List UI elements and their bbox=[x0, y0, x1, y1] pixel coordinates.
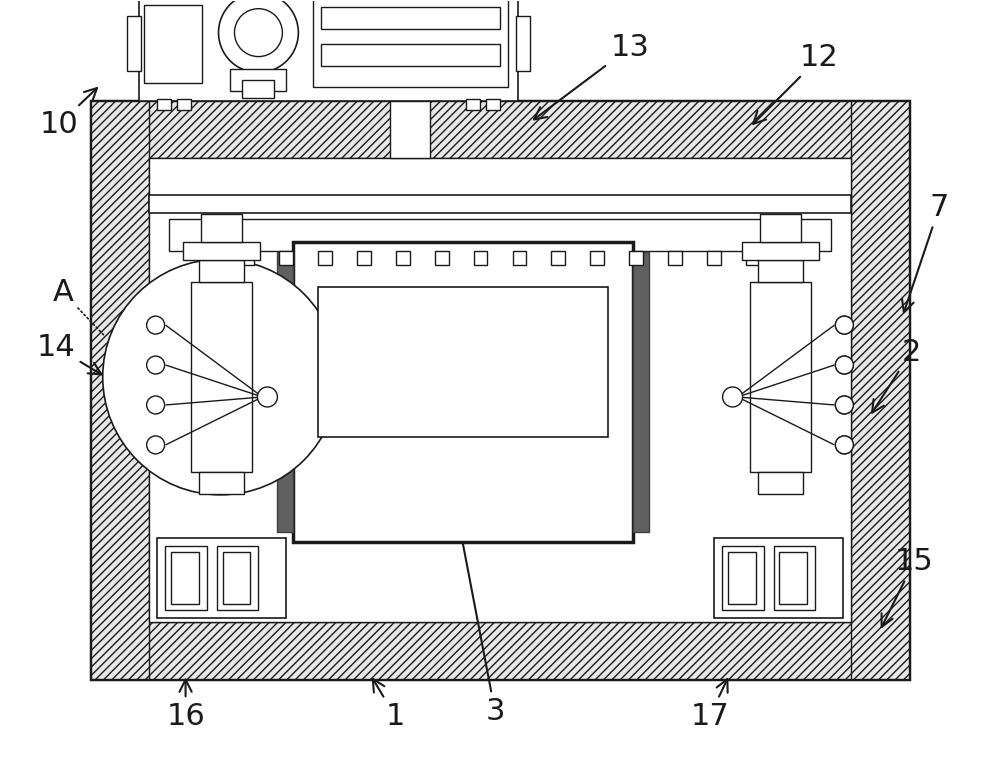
Circle shape bbox=[147, 356, 165, 374]
Text: 11: 11 bbox=[400, 53, 499, 99]
Bar bbox=[91, 100, 149, 680]
Circle shape bbox=[147, 436, 165, 454]
Bar bbox=[633, 252, 649, 532]
Text: 16: 16 bbox=[166, 680, 205, 731]
Circle shape bbox=[835, 436, 853, 454]
Bar bbox=[149, 196, 851, 213]
Bar bbox=[127, 15, 141, 71]
Bar bbox=[785, 252, 799, 265]
Bar bbox=[191, 282, 252, 472]
Bar bbox=[157, 98, 171, 110]
Bar bbox=[760, 214, 801, 242]
Bar bbox=[165, 545, 207, 610]
Bar bbox=[91, 621, 909, 680]
Bar bbox=[171, 551, 199, 604]
Bar bbox=[318, 287, 608, 437]
Circle shape bbox=[835, 316, 853, 334]
Text: 1: 1 bbox=[373, 679, 405, 731]
Bar bbox=[169, 219, 831, 252]
Text: 2: 2 bbox=[872, 337, 921, 413]
Bar bbox=[668, 252, 682, 265]
Bar bbox=[321, 44, 500, 65]
Bar bbox=[177, 98, 191, 110]
Bar bbox=[722, 545, 764, 610]
Bar bbox=[758, 472, 803, 494]
Bar bbox=[149, 159, 851, 621]
Bar bbox=[91, 100, 909, 159]
Text: 14: 14 bbox=[36, 333, 101, 374]
Bar bbox=[396, 252, 410, 265]
Bar bbox=[728, 551, 756, 604]
Bar bbox=[201, 252, 215, 265]
Circle shape bbox=[835, 316, 853, 334]
Bar bbox=[139, 0, 518, 100]
Bar bbox=[357, 252, 371, 265]
Text: 7: 7 bbox=[902, 193, 949, 312]
Bar bbox=[91, 100, 909, 680]
Circle shape bbox=[723, 387, 743, 407]
Bar bbox=[486, 98, 500, 110]
Text: 17: 17 bbox=[690, 679, 729, 731]
Bar bbox=[199, 260, 244, 282]
Bar bbox=[390, 100, 430, 159]
Bar bbox=[516, 15, 530, 71]
Circle shape bbox=[835, 436, 853, 454]
Circle shape bbox=[835, 396, 853, 414]
Text: 13: 13 bbox=[534, 33, 649, 120]
Text: 10: 10 bbox=[39, 88, 97, 139]
Bar bbox=[293, 242, 633, 542]
Circle shape bbox=[147, 316, 165, 334]
Bar bbox=[851, 100, 909, 680]
Text: 8: 8 bbox=[148, 28, 175, 91]
Bar bbox=[474, 252, 487, 265]
Bar bbox=[242, 80, 274, 97]
Bar bbox=[629, 252, 643, 265]
Bar bbox=[707, 252, 721, 265]
Bar bbox=[201, 214, 242, 242]
Bar bbox=[714, 538, 843, 617]
Bar bbox=[779, 551, 807, 604]
Circle shape bbox=[147, 396, 165, 414]
Text: 15: 15 bbox=[882, 547, 934, 627]
Text: 3: 3 bbox=[447, 482, 505, 726]
Bar bbox=[513, 252, 526, 265]
Circle shape bbox=[219, 0, 298, 73]
Text: 12: 12 bbox=[753, 43, 839, 123]
Bar bbox=[742, 242, 819, 260]
Bar bbox=[435, 252, 449, 265]
Circle shape bbox=[103, 259, 338, 495]
Circle shape bbox=[234, 8, 282, 57]
Bar bbox=[551, 252, 565, 265]
Circle shape bbox=[835, 356, 853, 374]
Bar bbox=[230, 68, 286, 91]
Bar bbox=[590, 252, 604, 265]
Bar bbox=[774, 545, 815, 610]
Circle shape bbox=[835, 396, 853, 414]
Bar bbox=[217, 545, 258, 610]
Bar bbox=[183, 242, 260, 260]
Circle shape bbox=[257, 387, 277, 407]
Bar bbox=[144, 5, 202, 83]
Bar bbox=[199, 472, 244, 494]
Bar bbox=[223, 551, 250, 604]
Bar bbox=[758, 260, 803, 282]
Bar bbox=[750, 282, 811, 472]
Bar bbox=[466, 98, 480, 110]
Bar bbox=[746, 252, 760, 265]
Bar bbox=[313, 0, 508, 87]
Bar bbox=[277, 252, 293, 532]
Bar bbox=[279, 252, 293, 265]
Text: A: A bbox=[52, 278, 104, 335]
Bar bbox=[318, 252, 332, 265]
Bar bbox=[321, 7, 500, 28]
Bar bbox=[240, 252, 254, 265]
Text: 9: 9 bbox=[293, 43, 325, 96]
Bar bbox=[157, 538, 286, 617]
Circle shape bbox=[835, 356, 853, 374]
